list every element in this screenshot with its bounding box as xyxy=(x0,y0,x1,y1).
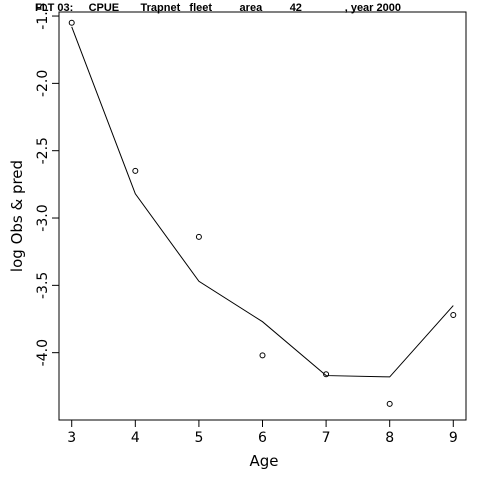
chart-title: FLT 03: CPUE Trapnet fleet area 42 , yea… xyxy=(35,2,401,14)
x-tick-label: 4 xyxy=(131,430,140,446)
y-tick-label: -2.0 xyxy=(35,70,51,97)
x-tick-label: 8 xyxy=(385,430,394,446)
y-tick-label: -4.0 xyxy=(35,339,51,366)
observed-point xyxy=(195,233,202,240)
y-axis: -4.0 -3.5 -3.0 -2.5 -2.0 -1.5 xyxy=(35,2,59,366)
observed-point xyxy=(323,371,330,378)
observed-point xyxy=(68,19,75,26)
x-tick-label: 5 xyxy=(194,430,203,446)
y-tick-label: -3.5 xyxy=(35,272,51,299)
observed-points xyxy=(68,19,457,407)
x-tick-label: 7 xyxy=(322,430,331,446)
x-tick-label: 9 xyxy=(449,430,458,446)
x-tick-label: 3 xyxy=(67,430,76,446)
y-tick-label: -1.5 xyxy=(35,2,51,29)
predicted-line xyxy=(71,26,454,378)
plot-frame xyxy=(58,11,467,421)
x-axis-label: Age xyxy=(249,452,278,470)
y-axis-label: log Obs & pred xyxy=(8,160,26,272)
predicted-series-line xyxy=(71,26,454,378)
y-tick-label: -2.5 xyxy=(35,137,51,164)
x-tick-label: 6 xyxy=(258,430,267,446)
observed-point xyxy=(386,400,393,407)
x-axis: 3 4 5 6 7 8 9 xyxy=(67,420,458,446)
observed-point xyxy=(450,311,457,318)
observed-point xyxy=(259,352,266,359)
y-tick-label: -3.0 xyxy=(35,204,51,231)
observed-point xyxy=(132,167,139,174)
